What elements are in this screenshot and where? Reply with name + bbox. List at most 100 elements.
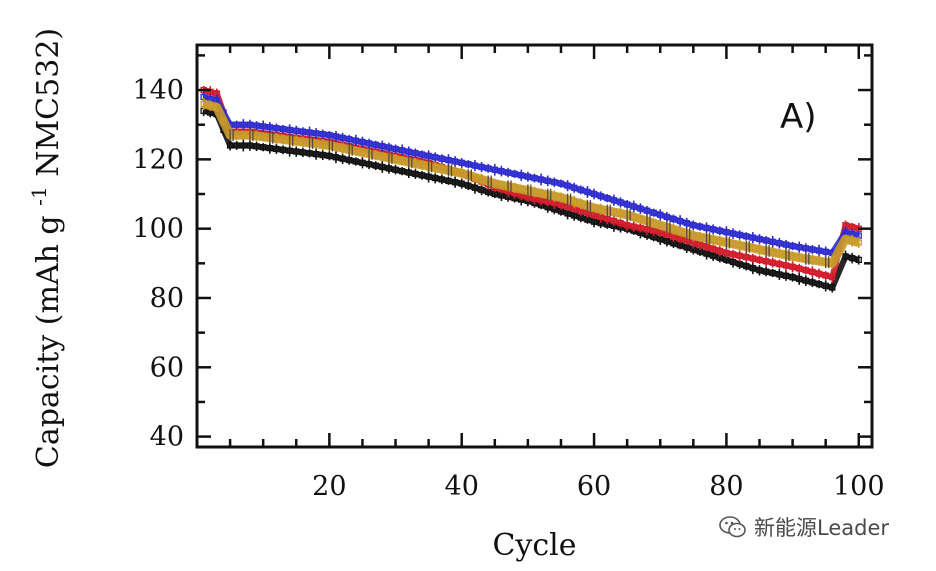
- data-point: [703, 224, 710, 232]
- data-point: [696, 223, 704, 230]
- data-point: [776, 250, 783, 257]
- data-point: [524, 173, 532, 180]
- data-point: [663, 213, 671, 221]
- data-point: [650, 227, 657, 234]
- data-point: [736, 231, 743, 239]
- data-point: [293, 138, 300, 145]
- data-point: [756, 256, 763, 264]
- data-point: [458, 180, 465, 187]
- x-tick-label: 100: [833, 471, 885, 502]
- data-point: [571, 198, 578, 205]
- data-point: [683, 219, 690, 227]
- data-point: [571, 212, 578, 219]
- data-point: [630, 203, 637, 210]
- data-point: [676, 217, 684, 225]
- data-point: [782, 262, 790, 269]
- data-point: [438, 176, 446, 183]
- data-point: [332, 154, 340, 161]
- data-point: [511, 170, 518, 178]
- data-point: [782, 241, 790, 248]
- data-point: [359, 159, 366, 166]
- data-point: [511, 184, 518, 191]
- data-point: [564, 182, 571, 189]
- data-point: [729, 230, 737, 237]
- data-point: [312, 140, 320, 147]
- data-point: [478, 176, 485, 183]
- data-point: [279, 146, 287, 153]
- data-point: [663, 237, 671, 245]
- x-tick-label: 20: [312, 471, 346, 502]
- data-point: [478, 186, 485, 194]
- data-point: [352, 147, 359, 155]
- data-point: [398, 147, 406, 154]
- data-point: [723, 228, 730, 236]
- data-point: [451, 168, 459, 175]
- data-point: [789, 274, 796, 281]
- data-point: [379, 163, 386, 171]
- data-point: [822, 272, 829, 279]
- data-point: [710, 252, 717, 259]
- data-point: [372, 162, 379, 169]
- data-point: [723, 249, 730, 257]
- data-point: [372, 152, 379, 159]
- data-point: [339, 155, 346, 162]
- data-point: [425, 173, 432, 180]
- series-blue: [200, 91, 862, 258]
- data-point: [253, 143, 260, 150]
- data-point: [617, 219, 624, 227]
- data-point: [756, 267, 763, 274]
- data-point: [762, 268, 770, 275]
- data-point: [200, 100, 207, 108]
- data-point: [471, 162, 479, 169]
- data-point: [213, 104, 221, 111]
- y-axis-title-superscript: -1: [27, 186, 51, 205]
- data-point: [392, 145, 399, 153]
- x-axis-title: Cycle: [492, 528, 576, 563]
- data-point: [432, 154, 439, 161]
- x-tick-label: 80: [709, 471, 743, 502]
- data-point: [438, 165, 446, 173]
- data-point: [855, 239, 862, 246]
- data-point: [710, 236, 717, 243]
- data-point: [822, 282, 829, 290]
- data-point: [809, 279, 816, 286]
- data-point: [802, 245, 809, 252]
- series-line-blue: [202, 94, 860, 256]
- data-point: [749, 234, 757, 241]
- data-point: [690, 222, 697, 229]
- data-point: [782, 272, 790, 279]
- data-point: [266, 144, 273, 152]
- data-point: [676, 228, 684, 235]
- data-point: [637, 205, 644, 212]
- data-point: [246, 121, 254, 128]
- watermark: 新能源Leader: [718, 512, 889, 542]
- data-point: [319, 141, 326, 148]
- data-point: [346, 136, 353, 143]
- data-point: [829, 274, 836, 281]
- data-point: [312, 130, 320, 137]
- data-point: [617, 210, 624, 217]
- data-point: [842, 253, 849, 260]
- data-point: [696, 233, 704, 241]
- data-point: [240, 131, 247, 139]
- data-point: [743, 233, 750, 240]
- data-point: [643, 207, 651, 214]
- series-layer: [200, 85, 862, 293]
- data-point: [657, 222, 664, 229]
- data-point: [551, 179, 558, 186]
- data-point: [729, 251, 737, 258]
- data-point: [319, 151, 326, 159]
- data-point: [815, 257, 823, 265]
- data-point: [537, 190, 545, 197]
- data-point: [716, 247, 723, 255]
- data-point: [398, 167, 406, 175]
- data-point: [293, 127, 300, 134]
- data-point: [485, 165, 492, 172]
- data-point: [557, 194, 565, 201]
- data-point: [299, 138, 307, 146]
- data-point: [776, 260, 783, 268]
- data-point: [736, 242, 743, 249]
- data-point: [670, 215, 677, 223]
- data-point: [445, 156, 452, 164]
- y-axis-title: Capacity (mAh g -1 NMC532): [19, 28, 66, 468]
